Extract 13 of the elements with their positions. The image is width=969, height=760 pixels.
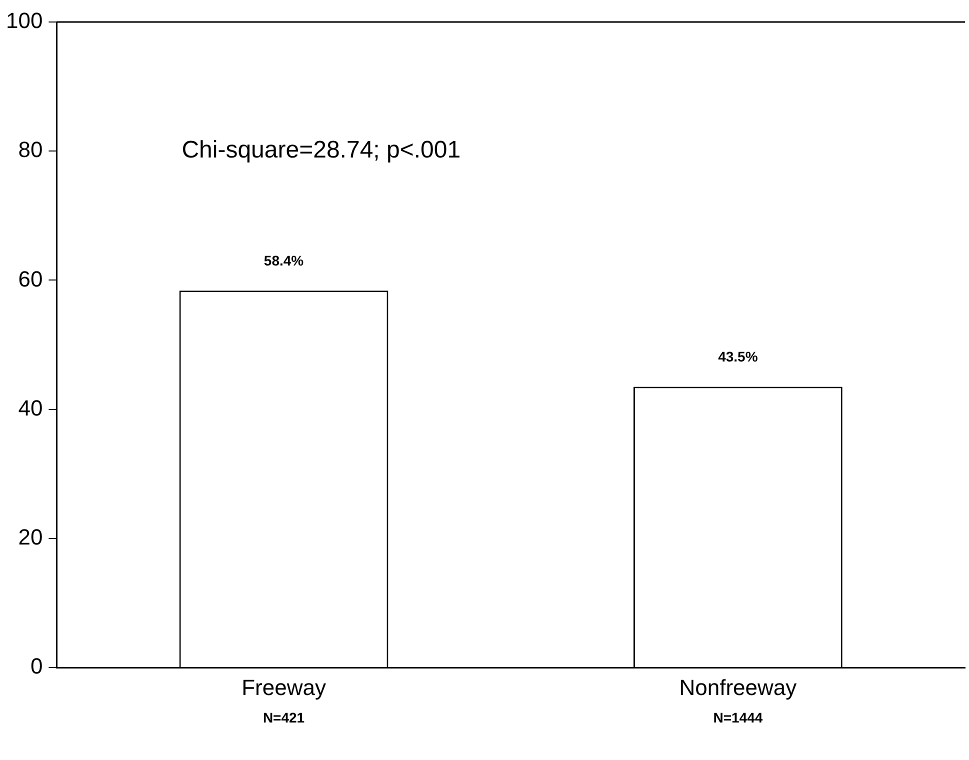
y-tick-label: 0 xyxy=(30,654,43,679)
y-tick-label: 100 xyxy=(6,8,43,34)
y-tick-label: 60 xyxy=(18,266,43,292)
x-tick-label: Freeway xyxy=(242,674,326,700)
x-tick-label: Nonfreeway xyxy=(679,674,797,700)
y-tick-label: 40 xyxy=(18,395,43,420)
annotation: Chi-square=28.74; p<.001 xyxy=(182,136,461,164)
y-tick-label: 80 xyxy=(18,137,43,162)
text: N=421 xyxy=(262,709,305,726)
data-label: 58.4% xyxy=(264,252,304,268)
y-tick-label: 20 xyxy=(18,524,43,550)
text: N=1444 xyxy=(713,709,763,726)
data-label: 43.5% xyxy=(718,348,758,365)
